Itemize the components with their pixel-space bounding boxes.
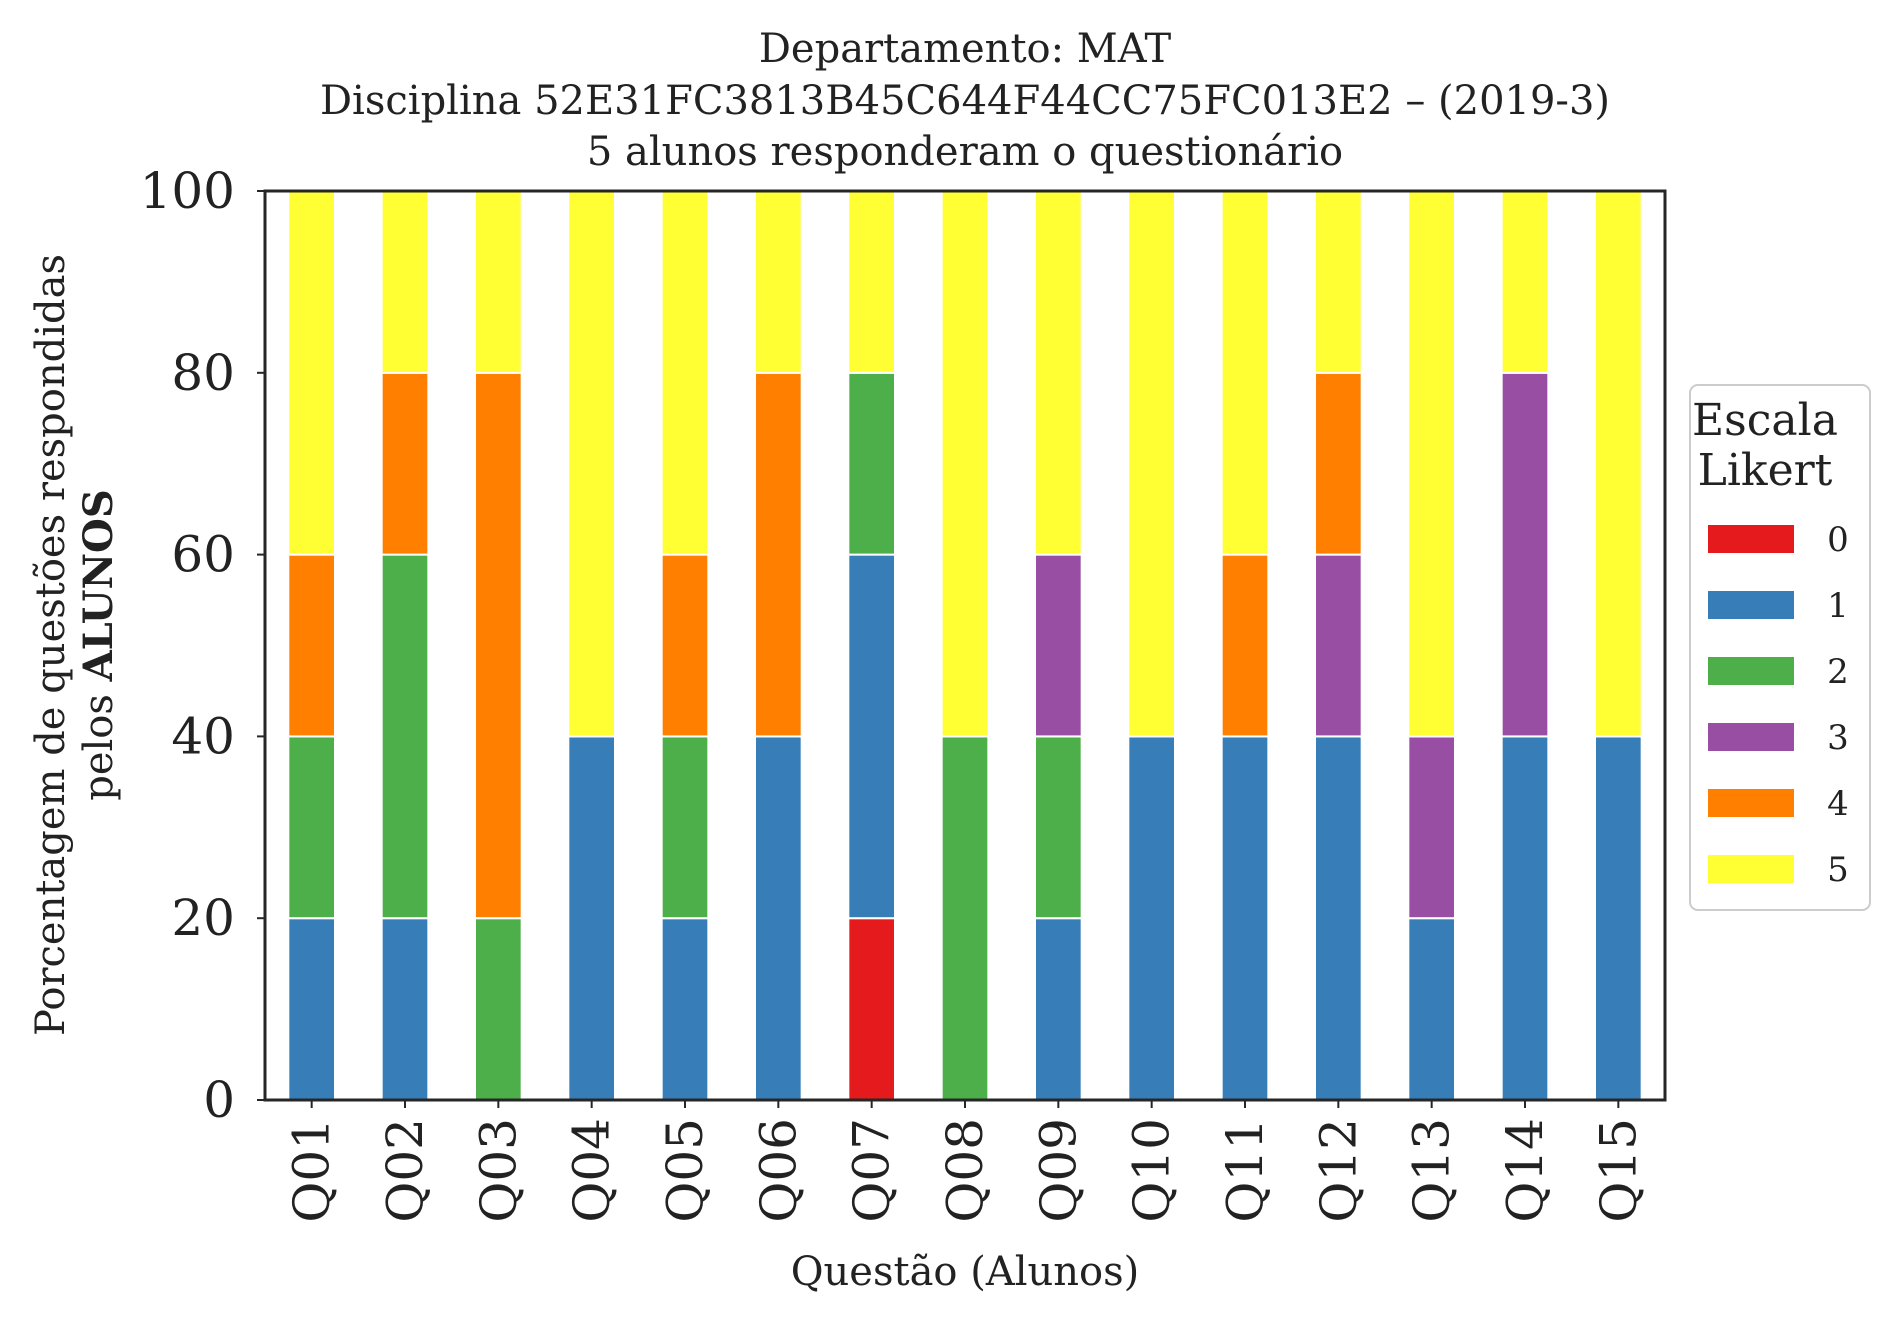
bar-segment-q03-level-2: [474, 917, 523, 1102]
bar-segment-q06-level-5: [754, 190, 803, 374]
legend-label-3: 3: [1827, 718, 1849, 758]
y-axis-label-prefix: pelos: [76, 694, 122, 801]
bar-segment-q07-level-1: [847, 553, 896, 920]
bar-segment-q09-level-3: [1034, 553, 1083, 738]
x-tick-label-q12: Q12: [1309, 1118, 1367, 1223]
x-tick-label-q13: Q13: [1403, 1118, 1461, 1223]
y-tick-label-20: 20: [171, 889, 235, 947]
legend-frame: [1689, 384, 1871, 911]
x-tick-label-q04: Q04: [563, 1118, 621, 1223]
y-tick-label-100: 100: [140, 162, 235, 220]
bar-segment-q10-level-1: [1127, 735, 1177, 1102]
bar-segment-q09-level-5: [1034, 190, 1083, 556]
legend-swatch-0: [1708, 525, 1794, 553]
bar-segment-q03-level-5: [474, 190, 523, 374]
x-axis-ticks: Q01 Q02 Q03 Q04 Q05 Q06 Q07 Q08 Q09 Q10 Q11 Q12 Q13 Q…: [283, 1100, 1647, 1223]
bar-segment-q02-level-4: [380, 371, 430, 556]
bar-segment-q05-level-2: [660, 735, 710, 920]
legend-swatch-3: [1708, 723, 1794, 751]
x-tick-label-q10: Q10: [1123, 1118, 1181, 1223]
legend-label-1: 1: [1827, 586, 1849, 626]
x-tick-label-q05: Q05: [656, 1118, 714, 1223]
bar-segment-q01-level-2: [287, 735, 337, 920]
bar-segment-q14-level-3: [1500, 371, 1550, 738]
x-tick-label-q08: Q08: [936, 1118, 994, 1223]
y-axis-label-line2: pelos ALUNOS: [75, 489, 122, 801]
x-tick-label-q06: Q06: [749, 1118, 807, 1223]
bar-segment-q07-level-5: [847, 190, 896, 374]
bar-segment-q12-level-3: [1314, 553, 1363, 738]
bar-segment-q13-level-3: [1407, 735, 1457, 920]
bar-segment-q14-level-1: [1500, 735, 1550, 1102]
bars-group: [287, 190, 1643, 1102]
bar-segment-q13-level-1: [1407, 917, 1457, 1102]
bar-segment-q11-level-5: [1220, 190, 1270, 556]
bar-segment-q05-level-1: [660, 917, 710, 1102]
bar-segment-q07-level-2: [847, 371, 896, 556]
bar-segment-q14-level-5: [1500, 190, 1550, 374]
bar-segment-q08-level-2: [940, 735, 990, 1102]
bar-segment-q09-level-2: [1034, 735, 1083, 920]
bar-segment-q04-level-1: [567, 735, 616, 1102]
x-tick-label-q07: Q07: [843, 1118, 901, 1223]
legend-swatch-2: [1708, 657, 1794, 685]
legend-label-4: 4: [1827, 784, 1849, 824]
bar-segment-q10-level-5: [1127, 190, 1177, 738]
chart-title: Departamento: MAT: [759, 26, 1172, 72]
bar-segment-q12-level-4: [1314, 371, 1363, 556]
y-tick-label-60: 60: [171, 526, 235, 584]
y-tick-label-40: 40: [171, 707, 235, 765]
bar-segment-q01-level-1: [287, 917, 337, 1102]
x-tick-label-q03: Q03: [469, 1118, 527, 1223]
legend-swatch-4: [1708, 789, 1794, 817]
legend-swatch-1: [1708, 591, 1794, 619]
legend-label-0: 0: [1827, 520, 1849, 560]
bar-segment-q15-level-5: [1594, 190, 1643, 738]
legend-title-line2: Likert: [1698, 445, 1833, 496]
legend: Escala Likert 0 1 2 3 4 5: [1689, 384, 1871, 911]
chart-subtitle-respondents: 5 alunos responderam o questionário: [587, 129, 1343, 175]
bar-segment-q15-level-1: [1594, 735, 1643, 1102]
bar-segment-q11-level-1: [1220, 735, 1270, 1102]
y-axis-label-bold: ALUNOS: [75, 489, 122, 682]
bar-segment-q13-level-5: [1407, 190, 1457, 738]
y-tick-label-0: 0: [203, 1071, 235, 1129]
bar-segment-q03-level-4: [474, 371, 523, 920]
legend-swatch-5: [1708, 855, 1794, 883]
bar-segment-q01-level-4: [287, 553, 337, 738]
bar-segment-q06-level-4: [754, 371, 803, 738]
bar-segment-q12-level-5: [1314, 190, 1363, 374]
y-axis-label: Porcentagem de questões respondidas: [28, 254, 74, 1036]
bar-segment-q08-level-5: [940, 190, 990, 738]
legend-items: 0 1 2 3 4 5: [1708, 520, 1849, 890]
x-tick-label-q01: Q01: [283, 1118, 341, 1223]
bar-segment-q05-level-5: [660, 190, 710, 556]
x-tick-label-q02: Q02: [376, 1118, 434, 1223]
bar-segment-q07-level-0: [847, 917, 896, 1102]
bar-segment-q02-level-1: [380, 917, 430, 1102]
x-axis-label: Questão (Alunos): [791, 1249, 1140, 1295]
plot-frame: [263, 189, 1667, 1102]
bar-segment-q01-level-5: [287, 190, 337, 556]
bar-segment-q09-level-1: [1034, 917, 1083, 1102]
bar-segment-q11-level-4: [1220, 553, 1270, 738]
bar-segment-q02-level-2: [380, 553, 430, 920]
x-tick-label-q09: Q09: [1029, 1118, 1087, 1223]
legend-title-line1: Escala: [1692, 395, 1838, 446]
bar-segment-q02-level-5: [380, 190, 430, 374]
x-tick-label-q14: Q14: [1496, 1118, 1554, 1223]
y-tick-label-80: 80: [171, 344, 235, 402]
x-tick-label-q11: Q11: [1216, 1118, 1274, 1223]
chart-subtitle: Disciplina 52E31FC3813B45C644F44CC75FC01…: [320, 78, 1610, 124]
legend-label-2: 2: [1827, 652, 1849, 692]
bar-segment-q12-level-1: [1314, 735, 1363, 1102]
bar-segment-q04-level-5: [567, 190, 616, 738]
y-axis-ticks: 0 20 40 60 80 100: [140, 162, 265, 1129]
legend-label-5: 5: [1827, 850, 1849, 890]
bar-segment-q06-level-1: [754, 735, 803, 1102]
x-tick-label-q15: Q15: [1589, 1118, 1647, 1223]
bar-segment-q05-level-4: [660, 553, 710, 738]
